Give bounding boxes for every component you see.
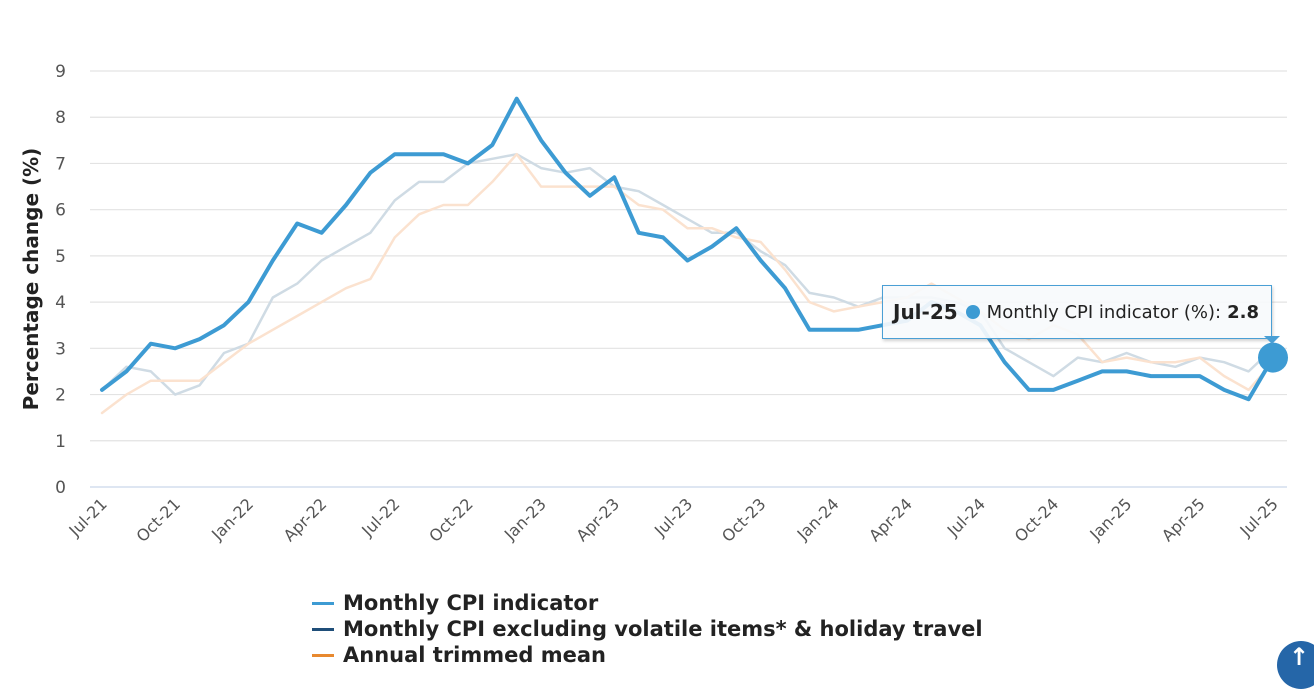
- y-tick-label: 4: [55, 293, 66, 313]
- tooltip-pointer: [1264, 336, 1280, 344]
- y-tick-label: 3: [55, 339, 66, 359]
- legend-item-excluding-volatile[interactable]: Monthly CPI excluding volatile items* & …: [312, 616, 983, 642]
- arrow-up-icon: ↑: [1289, 643, 1310, 671]
- series-line-monthly-cpi-excluding-volatile-items-holiday-travel: [100, 152, 1275, 396]
- y-tick-label: 0: [55, 478, 66, 498]
- x-tick-label: Oct-22: [425, 494, 476, 545]
- legend-label: Monthly CPI indicator: [343, 591, 599, 615]
- x-tick-label: Jan-25: [1085, 494, 1135, 544]
- scroll-to-top-button[interactable]: ↑: [1277, 641, 1314, 689]
- y-tick-label: 5: [55, 247, 66, 267]
- legend-item-monthly-cpi[interactable]: Monthly CPI indicator: [312, 590, 983, 616]
- x-tick-label: Jul-22: [357, 494, 403, 540]
- y-tick-label: 7: [55, 154, 66, 174]
- x-tick-label: Apr-25: [1158, 494, 1209, 545]
- x-tick-label: Jul-25: [1236, 494, 1282, 540]
- x-tick-label: Apr-23: [572, 494, 623, 545]
- x-tick-label: Oct-23: [718, 494, 769, 545]
- series-line-monthly-cpi-indicator: [100, 96, 1275, 402]
- hover-point[interactable]: [1258, 342, 1288, 373]
- x-tick-label: Apr-24: [865, 494, 916, 545]
- x-axis-ticks: Jul-21 Oct-21 Jan-22 Apr-22 Jul-22 Oct-22 Jan-…: [65, 494, 1282, 545]
- legend-swatch: [312, 601, 334, 605]
- x-tick-label: Jan-22: [207, 494, 257, 544]
- x-tick-label: Oct-21: [133, 494, 184, 545]
- y-axis-ticks: 0 1 2 3 4 5 6 7 8 9: [55, 62, 66, 498]
- tooltip-value: 2.8: [1227, 301, 1259, 323]
- x-tick-label: Jul-24: [943, 494, 989, 540]
- tooltip: Jul-25 Monthly CPI indicator (%): 2.8: [882, 285, 1272, 339]
- y-tick-label: 2: [55, 386, 66, 406]
- legend: Monthly CPI indicator Monthly CPI exclud…: [312, 590, 983, 668]
- x-tick-label: Jan-24: [793, 494, 843, 544]
- legend-swatch: [312, 627, 334, 631]
- y-tick-label: 8: [55, 108, 66, 128]
- tooltip-series-dot-icon: [965, 305, 980, 319]
- legend-label: Annual trimmed mean: [343, 643, 606, 667]
- y-tick-label: 6: [55, 201, 66, 221]
- tooltip-date: Jul-25: [893, 300, 958, 324]
- y-axis-label: Percentage change (%): [19, 148, 43, 411]
- x-tick-label: Jan-23: [500, 494, 550, 544]
- x-tick-label: Jul-21: [65, 494, 111, 540]
- tooltip-series-label: Monthly CPI indicator (%):: [986, 301, 1222, 323]
- x-tick-label: Oct-24: [1011, 494, 1062, 545]
- grid-lines: [90, 70, 1287, 488]
- x-tick-label: Jul-23: [650, 494, 696, 540]
- legend-swatch: [312, 653, 334, 657]
- y-tick-label: 9: [55, 62, 66, 82]
- x-tick-label: Apr-22: [280, 494, 331, 545]
- y-tick-label: 1: [55, 432, 66, 452]
- legend-item-trimmed-mean[interactable]: Annual trimmed mean: [312, 642, 983, 668]
- legend-label: Monthly CPI excluding volatile items* & …: [343, 617, 983, 641]
